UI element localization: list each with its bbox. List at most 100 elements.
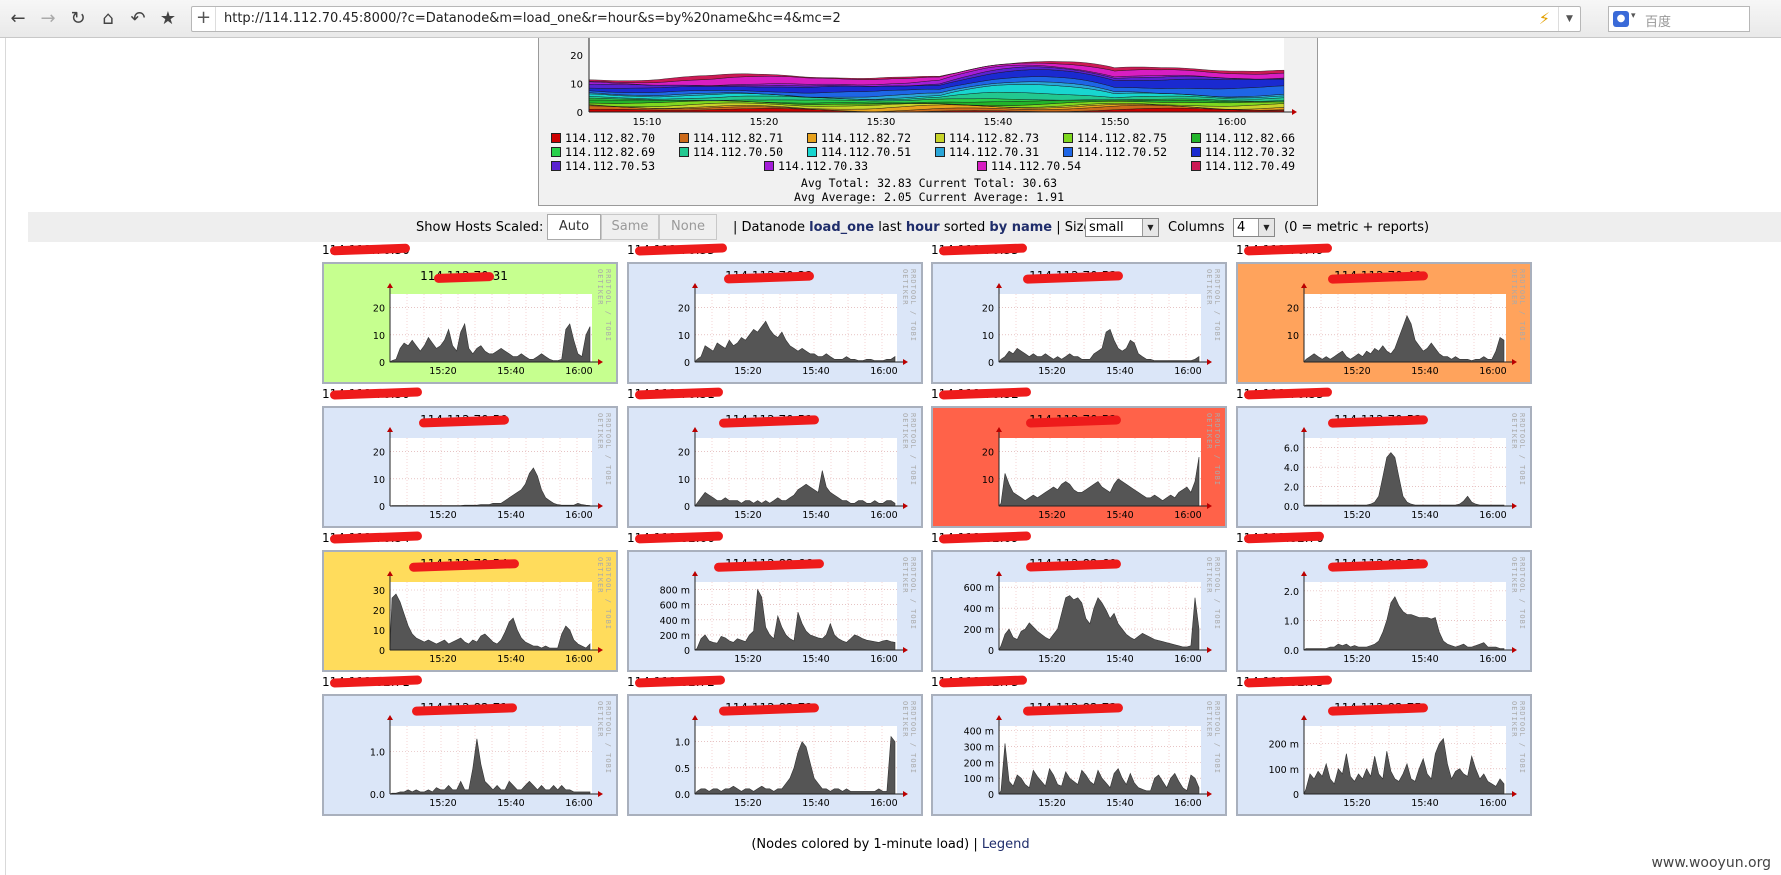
- host-load-chart: 0 10 20 15:20 15:40 16:00: [678, 427, 908, 521]
- legend-link[interactable]: Legend: [981, 837, 1030, 852]
- aggregate-y-tick: 0: [577, 108, 583, 119]
- legend-swatch: [1191, 133, 1201, 143]
- host-x-tick: 15:20: [1038, 366, 1065, 377]
- host-y-tick: 1.0: [675, 738, 690, 749]
- host-load-chart: 0 10 20 30 15:20 15:40 16:00: [373, 571, 603, 665]
- host-x-tick: 16:00: [565, 654, 592, 665]
- host-y-tick: 4.0: [1284, 463, 1299, 474]
- back-icon[interactable]: ←: [10, 8, 26, 29]
- host-load-graph[interactable]: 114.112.82.69RRDTOOL / TOBI OETIKER0200 …: [931, 550, 1227, 672]
- host-y-tick: 10: [678, 475, 690, 486]
- host-load-chart: 0 100 m 200 m 15:20 15:40 16:00: [1269, 715, 1517, 809]
- host-y-tick: 200 m: [964, 758, 994, 769]
- host-y-tick: 20: [982, 304, 994, 315]
- legend-entry: 114.112.82.73: [935, 131, 1039, 145]
- legend-entry: 114.112.82.75: [1063, 131, 1167, 145]
- host-y-tick: 400 m: [660, 616, 690, 627]
- chevron-down-icon[interactable]: ▼: [1142, 219, 1158, 236]
- host-load-graph[interactable]: 114.112.70.32RRDTOOL / TOBI OETIKER01020…: [627, 262, 923, 384]
- reload-icon[interactable]: ↻: [70, 8, 86, 29]
- host-y-tick: 400 m: [964, 604, 994, 615]
- rrdtool-watermark: RRDTOOL / TOBI OETIKER: [596, 269, 612, 343]
- undo-icon[interactable]: ↶: [130, 8, 146, 29]
- host-load-graph[interactable]: 114.112.70.53RRDTOOL / TOBI OETIKER0.02.…: [1236, 406, 1532, 528]
- forward-icon[interactable]: →: [40, 8, 56, 29]
- url-text[interactable]: http://114.112.70.45:8000/?c=Datanode&m=…: [224, 11, 841, 26]
- host-load-graph[interactable]: 114.112.70.49RRDTOOL / TOBI OETIKER10201…: [1236, 262, 1532, 384]
- host-load-graph[interactable]: 114.112.82.70RRDTOOL / TOBI OETIKER0.01.…: [1236, 550, 1532, 672]
- host-x-tick: 15:40: [497, 798, 524, 809]
- chevron-down-icon[interactable]: ▾: [1631, 11, 1636, 21]
- host-load-chart: 0 100 m 200 m 300 m 400 m 15:20 15:40 16:00: [964, 715, 1212, 809]
- host-load-graph[interactable]: 114.112.70.54RRDTOOL / TOBI OETIKER01020…: [322, 550, 618, 672]
- legend-label: 114.112.70.31: [949, 145, 1040, 159]
- legend-swatch: [935, 133, 945, 143]
- legend-label: 114.112.70.32: [1205, 145, 1296, 159]
- host-load-area: [998, 328, 1200, 363]
- dropdown-icon[interactable]: ▼: [1558, 7, 1580, 31]
- host-y-tick: 20: [678, 448, 690, 459]
- host-load-area: [1303, 452, 1505, 507]
- bookmark-star-icon[interactable]: ★: [159, 8, 177, 29]
- host-load-chart: 0 10 20 15:20 15:40 16:00: [982, 283, 1212, 377]
- columns-note: (0 = metric + reports): [1284, 220, 1430, 235]
- legend-swatch: [1191, 147, 1201, 157]
- host-load-graph[interactable]: 114.112.82.71RRDTOOL / TOBI OETIKER0.01.…: [322, 694, 618, 816]
- host-x-tick: 15:40: [497, 366, 524, 377]
- aggregate-load-graph: 0 10 20 15:10 15:20 15:30 15:40 15:50 16:00 114.…: [538, 38, 1318, 206]
- legend-swatch: [679, 147, 689, 157]
- home-icon[interactable]: ⌂: [102, 8, 114, 29]
- frame-border: [5, 38, 6, 875]
- host-load-graph[interactable]: 114.112.70.53RRDTOOL / TOBI OETIKER01020…: [931, 262, 1227, 384]
- host-x-tick: 16:00: [1479, 798, 1506, 809]
- host-load-graph[interactable]: 114.112.70.50RRDTOOL / TOBI OETIKER01020…: [322, 406, 618, 528]
- separator: |: [973, 837, 978, 852]
- host-y-tick: 0: [988, 646, 994, 657]
- legend-entry: 114.112.70.53: [551, 159, 655, 173]
- host-y-tick: 400 m: [964, 727, 994, 738]
- legend-entry: 114.112.70.50: [679, 145, 783, 159]
- aggregate-x-tick: 15:10: [633, 117, 662, 128]
- host-load-area: [694, 470, 896, 507]
- cluster-name: Datanode: [741, 220, 806, 235]
- controls-summary: | Datanode load_one last hour sorted by …: [733, 220, 1091, 235]
- host-load-graph[interactable]: 114.112.70.31RRDTOOL / TOBI OETIKER01020…: [322, 262, 618, 384]
- host-load-graph[interactable]: 114.112.82.75RRDTOOL / TOBI OETIKER0100 …: [1236, 694, 1532, 816]
- size-select[interactable]: small ▼: [1085, 218, 1159, 237]
- aggregate-x-tick: 15:30: [867, 117, 896, 128]
- host-y-tick: 300 m: [964, 743, 994, 754]
- host-y-tick: 0: [684, 358, 690, 369]
- host-load-chart: 0 200 m 400 m 600 m 800 m 15:20 15:40 16:00: [660, 571, 908, 665]
- browser-toolbar: ← → ↻ ⌂ ↶ ★ + http://114.112.70.45:8000/…: [0, 0, 1781, 38]
- host-y-tick: 200 m: [1269, 740, 1299, 751]
- search-input[interactable]: ● ▾ 百度: [1608, 6, 1750, 32]
- legend-label: 114.112.70.52: [1077, 145, 1168, 159]
- host-load-area: [389, 593, 591, 651]
- search-placeholder: 百度: [1645, 15, 1672, 30]
- host-x-tick: 15:40: [1411, 654, 1438, 665]
- chevron-down-icon[interactable]: ▼: [1258, 219, 1274, 236]
- scale-same-button[interactable]: Same: [601, 214, 659, 240]
- size-label: Size: [1064, 220, 1092, 235]
- host-x-tick: 15:40: [1411, 798, 1438, 809]
- new-tab-plus-icon[interactable]: +: [192, 7, 216, 31]
- host-load-graph[interactable]: 114.112.82.73RRDTOOL / TOBI OETIKER0100 …: [931, 694, 1227, 816]
- aggregate-series-area: [588, 61, 1285, 83]
- host-y-tick: 600 m: [660, 601, 690, 612]
- host-x-tick: 16:00: [565, 510, 592, 521]
- columns-select[interactable]: 4 ▼: [1233, 218, 1275, 237]
- host-load-graph[interactable]: 114.112.70.51RRDTOOL / TOBI OETIKER01020…: [627, 406, 923, 528]
- address-bar[interactable]: + http://114.112.70.45:8000/?c=Datanode&…: [191, 6, 1581, 32]
- host-y-tick: 0.0: [1284, 646, 1299, 657]
- host-load-graph[interactable]: 114.112.82.66RRDTOOL / TOBI OETIKER0200 …: [627, 550, 923, 672]
- host-y-tick: 10: [373, 626, 385, 637]
- host-x-tick: 15:40: [1411, 366, 1438, 377]
- lightning-icon[interactable]: ⚡: [1538, 9, 1550, 28]
- host-y-tick: 800 m: [660, 586, 690, 597]
- host-load-graph[interactable]: 114.112.82.72RRDTOOL / TOBI OETIKER0.00.…: [627, 694, 923, 816]
- host-load-graph[interactable]: 114.112.70.52RRDTOOL / TOBI OETIKER10201…: [931, 406, 1227, 528]
- scale-auto-button[interactable]: Auto: [547, 214, 601, 240]
- scale-none-button[interactable]: None: [659, 214, 717, 240]
- host-x-tick: 15:40: [1106, 798, 1133, 809]
- legend-entry: 114.112.70.49: [1191, 159, 1295, 173]
